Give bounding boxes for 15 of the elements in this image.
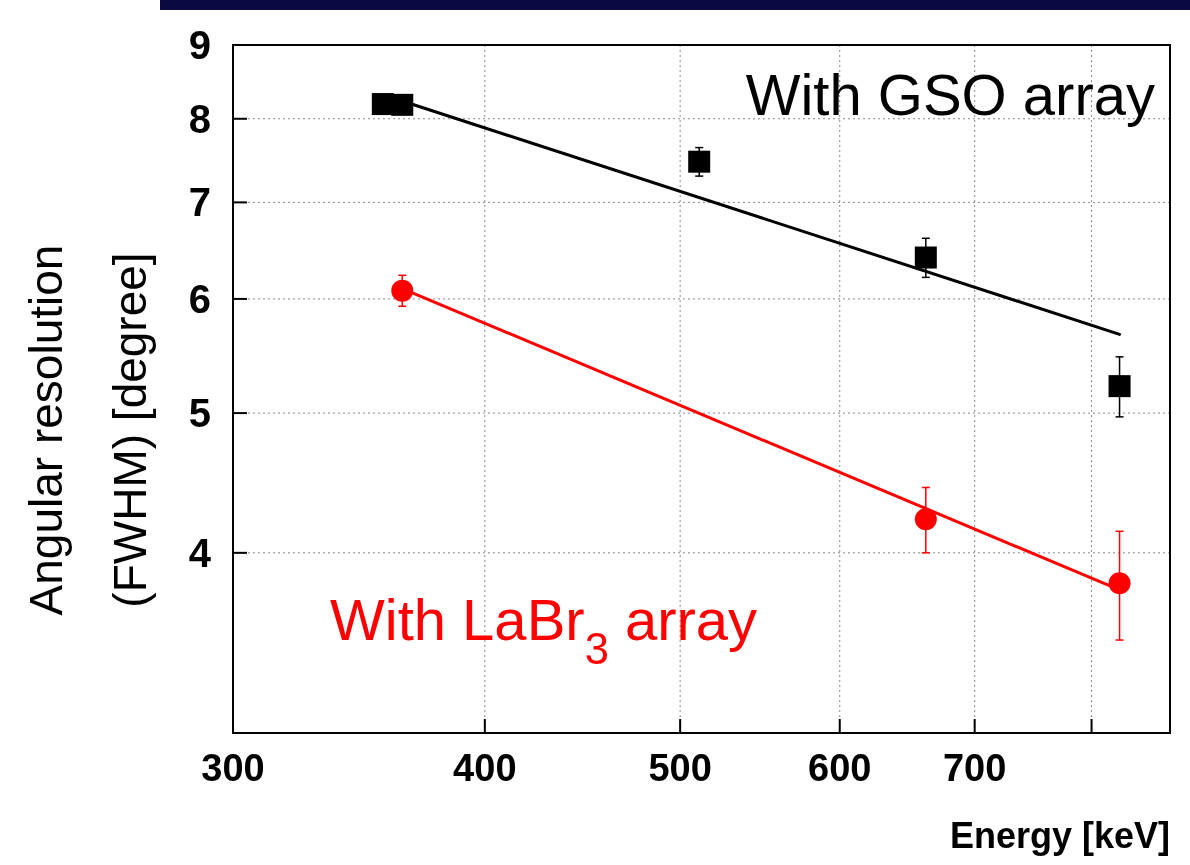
x-tick-label: 300 [201, 747, 265, 789]
x-axis-title: Energy [keV] [949, 815, 1170, 856]
text: With LaBr$_{3}$ array [330, 587, 758, 673]
x-tick-label: 400 [453, 747, 517, 789]
x-tick-label: 600 [808, 747, 872, 789]
y-axis-title: Angular resolution (FWHM) [degree] [20, 244, 156, 616]
series-label: With GSO array [745, 62, 1155, 127]
y-tick-label: 5 [188, 391, 211, 436]
x-tick-label: 500 [648, 747, 712, 789]
y-tick-label: 9 [188, 23, 211, 67]
y-tick-label: 6 [188, 276, 211, 321]
y-tick-label: 8 [188, 96, 211, 141]
y-tick-label: 4 [188, 530, 212, 575]
y-tick-label: 7 [188, 180, 211, 225]
x-tick-label: 700 [942, 747, 1007, 789]
